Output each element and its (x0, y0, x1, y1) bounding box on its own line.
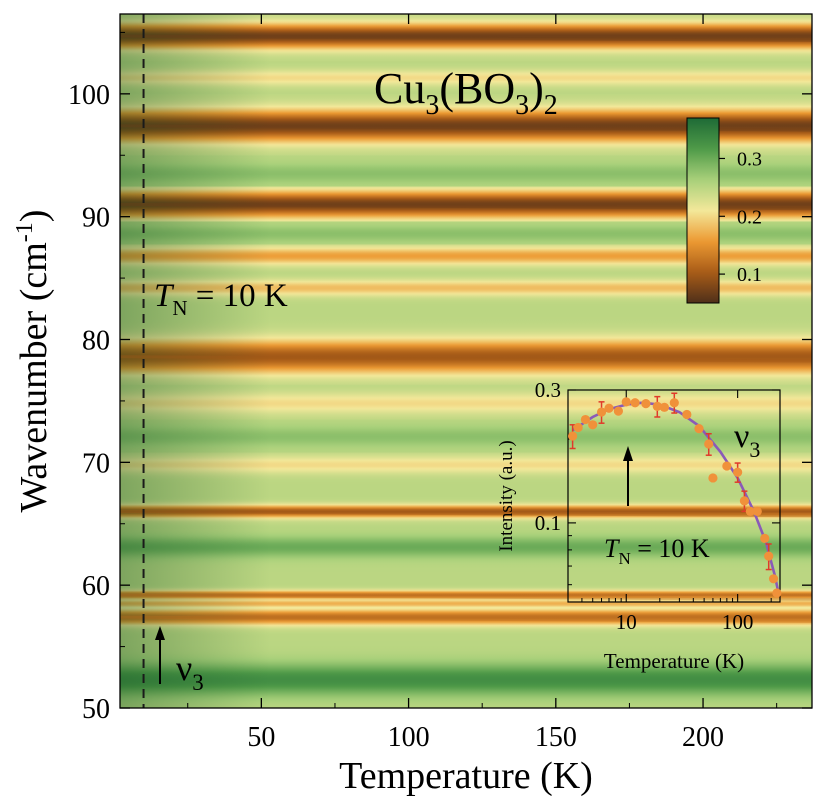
inset-data-point (580, 414, 591, 425)
inset-data-point (745, 506, 755, 516)
y-axis-label: Wavenumber (cm-1) (12, 210, 55, 513)
inset-data-point (613, 406, 623, 416)
inset-data-point (621, 397, 631, 407)
low-temperature-shading (120, 14, 270, 708)
inset-annotation: TN = 10 K (604, 534, 710, 568)
inset-x-axis-label: Temperature (K) (604, 649, 744, 673)
inset-data-point (694, 424, 704, 434)
neel-temperature-label: TN = 10 K (154, 278, 288, 320)
heatmap-frame (119, 13, 813, 709)
inset-x-tick-label: 10 (616, 610, 637, 634)
y-tick-label: 70 (82, 448, 110, 479)
inset-y-tick-label: 0.3 (535, 378, 561, 402)
y-tick-label: 50 (82, 694, 110, 725)
inset-data-point (764, 551, 774, 561)
inset-data-point (772, 588, 782, 598)
band-trend-line (120, 355, 812, 363)
mode-label: ν3 (176, 648, 204, 695)
inset-y-tick-label: 0.1 (535, 511, 561, 535)
inset-data-point (739, 496, 750, 506)
colorbar-tick-label: 0.2 (737, 206, 762, 228)
x-axis-label: Temperature (K) (339, 755, 593, 797)
y-tick-label: 80 (82, 326, 110, 357)
y-tick-label: 100 (68, 80, 110, 111)
inset-data-point (682, 409, 692, 420)
y-tick-label: 90 (82, 203, 110, 234)
inset-series-label: ν3 (734, 418, 760, 462)
x-tick-label: 200 (682, 722, 724, 753)
inset-frame (567, 389, 781, 603)
mode-arrow-head-icon (155, 626, 165, 640)
inset-data-point (573, 422, 583, 433)
band-trend-line (120, 509, 812, 518)
inset-data-point (641, 399, 651, 409)
x-tick-label: 50 (247, 722, 275, 753)
colorbar-tick-label: 0.3 (737, 148, 762, 170)
inset-data-points (568, 397, 782, 598)
inset-data-point (768, 574, 779, 584)
inset-data-point (604, 403, 614, 413)
inset-data-point (733, 467, 743, 477)
inset-data-point (596, 407, 607, 417)
inset-data-point (722, 461, 732, 471)
inset-x-tick-label: 100 (722, 610, 754, 634)
inset-data-point (752, 506, 762, 516)
inset-data-point (652, 401, 662, 411)
x-tick-label: 150 (535, 722, 577, 753)
y-tick-label: 60 (82, 571, 110, 602)
band-trend-line (120, 34, 812, 42)
inset-data-point (588, 420, 598, 430)
y-axis-ticks: 50 60 70 80 90 100 (68, 31, 812, 725)
inset-data-point (704, 439, 714, 449)
inset-data-point (659, 402, 669, 412)
mode-marker: ν3 (155, 626, 204, 695)
inset-data-point (669, 398, 679, 408)
inset-arrow-head-icon (623, 446, 633, 461)
band-trend-line (120, 593, 812, 601)
inset-ticks: 10 100 0.1 0.3 (535, 378, 780, 634)
inset-data-point (568, 431, 578, 441)
inset-data-point (760, 533, 770, 543)
inset-data-point (630, 398, 640, 408)
inset-y-axis-label: Intensity (a.u.) (496, 440, 517, 551)
chart-title: Cu3(BO3)2 (374, 64, 558, 121)
colorbar-ticks: 0.1 0.2 0.3 (719, 148, 762, 286)
x-axis-ticks: 50 100 150 200 (187, 14, 778, 753)
x-tick-label: 100 (388, 722, 430, 753)
inset-data-point (708, 473, 718, 483)
colorbar-tick-label: 0.1 (737, 264, 762, 286)
colorbar-fill (686, 117, 720, 304)
inset-panel: 10 100 0.1 0.3 ν3 TN = 10 K Temperature (K)… (496, 378, 782, 673)
band-trend-line (120, 615, 812, 623)
colorbar: 0.1 0.2 0.3 (686, 117, 762, 304)
